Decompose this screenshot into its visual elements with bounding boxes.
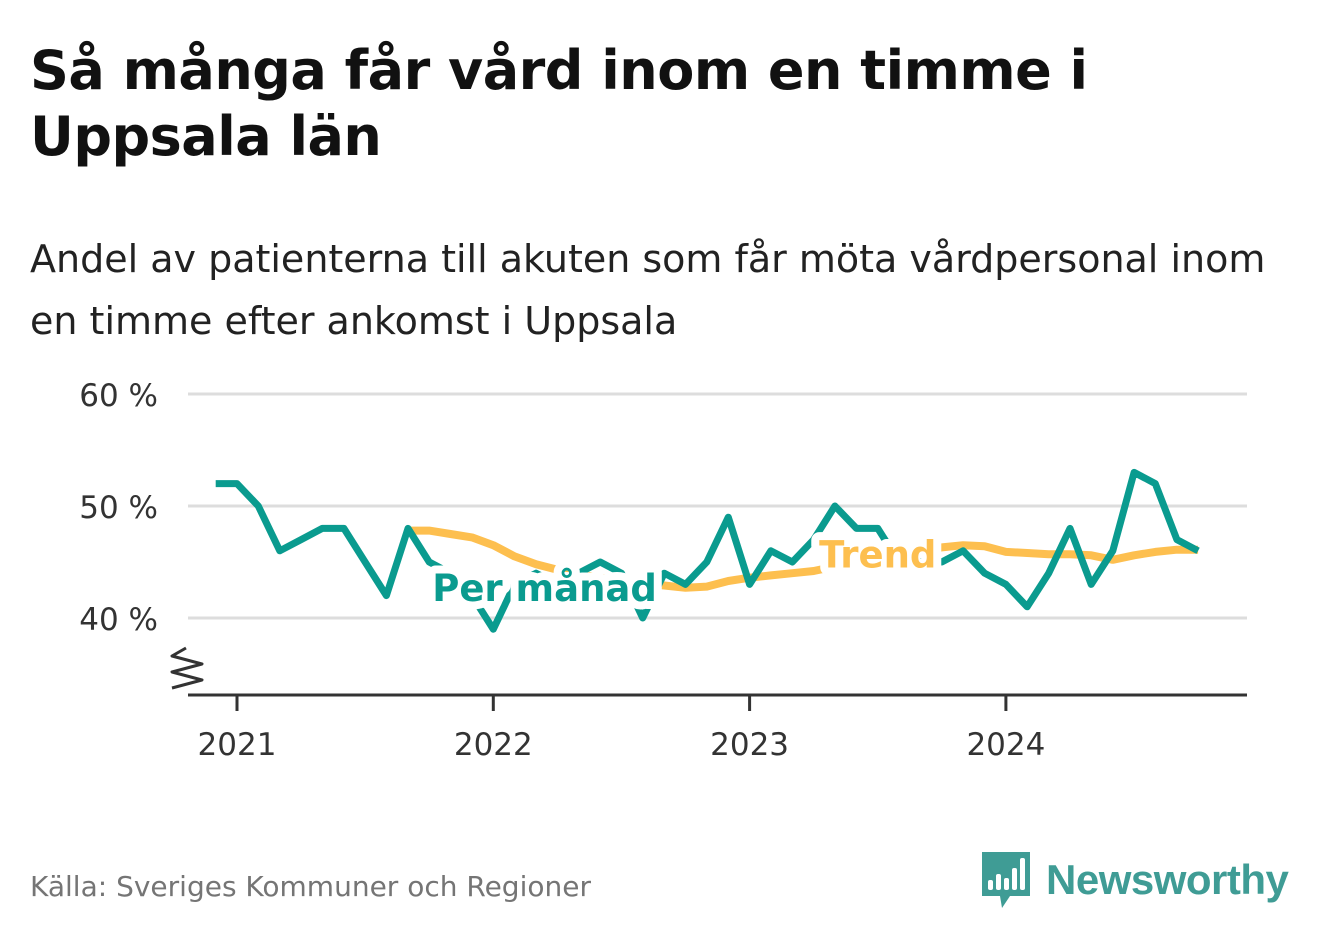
x-tick-label: 2023 xyxy=(710,727,789,763)
y-tick-label: 50 % xyxy=(79,490,158,526)
chart-title: Så många får vård inom en timme i Uppsal… xyxy=(30,39,1088,168)
line-chart: 40 %50 %60 % 2021 2022 2023 2024 Per månadP… xyxy=(79,378,1247,763)
x-tick-label: 2022 xyxy=(454,727,533,763)
x-axis: 2021 2022 2023 2024 xyxy=(170,646,1247,763)
series-label-halo: Trend xyxy=(819,534,936,577)
newsworthy-brand[interactable]: Newsworthy xyxy=(980,850,1289,910)
source-note: Källa: Sveriges Kommuner och Regioner xyxy=(30,870,591,903)
series-label: Trend xyxy=(819,534,936,577)
y-tick-label: 60 % xyxy=(79,378,158,414)
gridlines xyxy=(188,392,1247,620)
axis-break-icon xyxy=(170,646,204,690)
series-label-halo: Per månad xyxy=(432,567,657,610)
series-label: Per månad xyxy=(432,567,657,610)
brand-name: Newsworthy xyxy=(1046,856,1289,903)
series-lines xyxy=(215,468,1200,633)
trend-line xyxy=(408,526,1199,592)
monthly-line xyxy=(215,468,1200,633)
chart-subtitle: Andel av patienterna till akuten som får… xyxy=(30,237,1266,343)
y-axis-labels: 40 % 50 % 60 % xyxy=(79,378,158,638)
newsworthy-logo-icon xyxy=(982,852,1030,908)
x-tick-label: 2021 xyxy=(198,727,277,763)
x-tick-label: 2024 xyxy=(966,727,1045,763)
y-tick-label: 40 % xyxy=(79,602,158,638)
